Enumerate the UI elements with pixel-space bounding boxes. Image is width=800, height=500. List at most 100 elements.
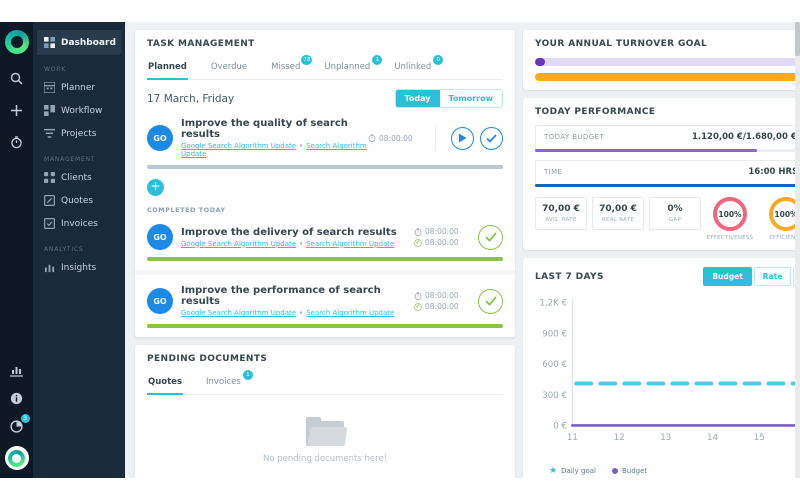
budget-mode-button[interactable]: Budget bbox=[703, 267, 752, 286]
pending-documents-card: PENDING DOCUMENTS Quotes Invoices 1 No pe… bbox=[135, 345, 515, 478]
svg-text:600 €: 600 € bbox=[542, 360, 567, 370]
time-progress-fill bbox=[535, 184, 800, 187]
gap-stat: 0% GAP bbox=[649, 197, 701, 230]
stopwatch-icon bbox=[414, 227, 422, 236]
dot-icon bbox=[611, 468, 618, 475]
sidebar-item-clients[interactable]: Clients bbox=[33, 166, 125, 189]
svg-text:1,2K €: 1,2K € bbox=[539, 299, 567, 309]
planned-time: 08:00:00 bbox=[368, 133, 426, 144]
turnover-progress-track bbox=[535, 58, 800, 66]
timer-icon[interactable] bbox=[9, 134, 25, 150]
notifications-badge: 3 bbox=[20, 414, 30, 423]
check-icon bbox=[486, 133, 497, 143]
workflow-icon bbox=[44, 105, 55, 116]
search-icon[interactable] bbox=[9, 70, 25, 86]
bar-chart-icon[interactable] bbox=[9, 362, 25, 378]
done-time: ✓ 08:00:00 bbox=[414, 238, 459, 247]
scrollbar-thumb[interactable] bbox=[795, 22, 800, 56]
task-title[interactable]: Improve the delivery of search results bbox=[181, 226, 397, 238]
completed-indicator[interactable] bbox=[478, 224, 503, 250]
planner-icon bbox=[44, 82, 55, 93]
add-icon[interactable] bbox=[9, 102, 25, 118]
left-column: TASK MANAGEMENT Planned Overdue Missed 78… bbox=[135, 30, 515, 478]
tab-unlinked[interactable]: Unlinked 0 bbox=[393, 55, 444, 79]
page-scrollbar bbox=[795, 22, 800, 478]
unlinked-count-badge: 0 bbox=[433, 55, 444, 65]
completed-indicator[interactable] bbox=[478, 288, 503, 314]
task-links: Google Search Algorithm Update • Search Al… bbox=[181, 239, 395, 248]
app-logo-icon[interactable] bbox=[4, 30, 29, 54]
time-row: TIME 16:00 HRS / 08:00 HRS bbox=[535, 160, 800, 185]
sidebar-item-planner[interactable]: Planner bbox=[33, 76, 125, 99]
task-row: GO Improve the quality of search results… bbox=[147, 118, 503, 158]
milestone-link[interactable]: Search Algorithm Update bbox=[306, 309, 395, 317]
missed-count-badge: 78 bbox=[301, 55, 313, 65]
sidebar-item-label: Dashboard bbox=[61, 37, 116, 48]
user-avatar[interactable] bbox=[4, 446, 29, 470]
complete-task-button[interactable] bbox=[480, 126, 503, 150]
projects-icon bbox=[44, 128, 55, 138]
time-label: TIME bbox=[544, 168, 563, 176]
tab-quotes[interactable]: Quotes bbox=[147, 372, 184, 395]
sidebar-item-label: Projects bbox=[61, 128, 97, 139]
start-timer-button[interactable] bbox=[451, 126, 474, 150]
task-links: Google Search Algorithm Update • Search Al… bbox=[181, 309, 395, 317]
info-icon[interactable] bbox=[9, 390, 25, 406]
svg-text:13: 13 bbox=[660, 433, 671, 443]
svg-text:12: 12 bbox=[614, 433, 625, 443]
right-column: YOUR ANNUAL TURNOVER GOAL TODAY PERFORMA… bbox=[523, 30, 800, 478]
task-row: GO Improve the performance of search res… bbox=[147, 285, 503, 317]
task-tabs: Planned Overdue Missed 78 Unplanned 1 Unli… bbox=[147, 55, 503, 80]
today-button[interactable]: Today bbox=[395, 90, 440, 107]
tab-missed[interactable]: Missed 78 bbox=[271, 55, 313, 72]
stopwatch-icon bbox=[368, 134, 376, 142]
sidebar-item-workflow[interactable]: Workflow bbox=[33, 99, 125, 122]
dashboard-icon bbox=[44, 37, 55, 48]
project-link[interactable]: Google Search Algorithm Update bbox=[181, 142, 297, 150]
legend-daily-goal: ★ Daily goal bbox=[549, 466, 596, 477]
empty-message: No pending documents here! bbox=[262, 454, 388, 464]
turnover-goal-card: YOUR ANNUAL TURNOVER GOAL bbox=[523, 30, 800, 90]
add-task-button[interactable]: + bbox=[147, 179, 164, 196]
client-badge: GO bbox=[147, 224, 173, 250]
sidebar-item-label: Planner bbox=[61, 82, 96, 93]
sidebar-item-projects[interactable]: Projects bbox=[33, 122, 125, 145]
milestone-link[interactable]: Search Algorithm Update bbox=[181, 142, 367, 158]
check-icon bbox=[484, 296, 497, 306]
tab-invoices[interactable]: Invoices 1 bbox=[205, 370, 253, 394]
card-title: TODAY PERFORMANCE bbox=[535, 107, 656, 117]
legend-budget: Budget bbox=[611, 466, 647, 476]
time-progress-track bbox=[535, 184, 800, 187]
notifications-icon[interactable]: 3 bbox=[9, 414, 30, 434]
tab-unplanned[interactable]: Unplanned 1 bbox=[323, 55, 383, 79]
stats-row: 70,00 € AVG. RATE 70,00 € REAL RATE 0% G… bbox=[535, 197, 800, 241]
tomorrow-button[interactable]: Tomorrow bbox=[439, 90, 502, 107]
task-title[interactable]: Improve the performance of search result… bbox=[181, 285, 381, 307]
app-frame: 3 Dashboard WORK Planner Workflow P bbox=[0, 22, 800, 478]
sidebar-item-invoices[interactable]: Invoices bbox=[33, 212, 125, 235]
tab-overdue[interactable]: Overdue bbox=[210, 62, 248, 72]
date-row: 17 March, Friday Today Tomorrow bbox=[147, 89, 503, 108]
budget-value: 1.120,00 €/1.680,00 € bbox=[692, 132, 797, 142]
invoices-count-badge: 1 bbox=[242, 370, 253, 380]
sidebar-item-label: Insights bbox=[61, 262, 97, 273]
icon-rail: 3 bbox=[0, 22, 33, 478]
client-badge: GO bbox=[147, 125, 173, 151]
sidebar-item-quotes[interactable]: Quotes bbox=[33, 189, 125, 212]
milestone-link[interactable]: Search Algorithm Update bbox=[306, 239, 395, 248]
project-link[interactable]: Google Search Algorithm Update bbox=[181, 309, 297, 317]
budget-label: TODAY BUDGET bbox=[544, 133, 605, 141]
sidebar-item-dashboard[interactable]: Dashboard bbox=[37, 30, 121, 55]
tab-planned[interactable]: Planned bbox=[147, 57, 188, 80]
sidebar-item-insights[interactable]: Insights bbox=[33, 256, 125, 279]
invoices-icon bbox=[44, 218, 55, 229]
play-icon bbox=[459, 133, 467, 143]
task-title[interactable]: Improve the quality of search results bbox=[181, 118, 348, 140]
last7-chart: 0 €300 €600 €900 €1,2K €11121314151617 bbox=[539, 298, 800, 443]
done-check-icon: ✓ bbox=[414, 238, 422, 247]
svg-text:900 €: 900 € bbox=[542, 329, 567, 339]
budget-row: TODAY BUDGET 1.120,00 €/1.680,00 € ⚑ 410… bbox=[535, 125, 800, 150]
project-link[interactable]: Google Search Algorithm Update bbox=[181, 239, 297, 248]
rate-mode-button[interactable]: Rate bbox=[753, 267, 792, 286]
